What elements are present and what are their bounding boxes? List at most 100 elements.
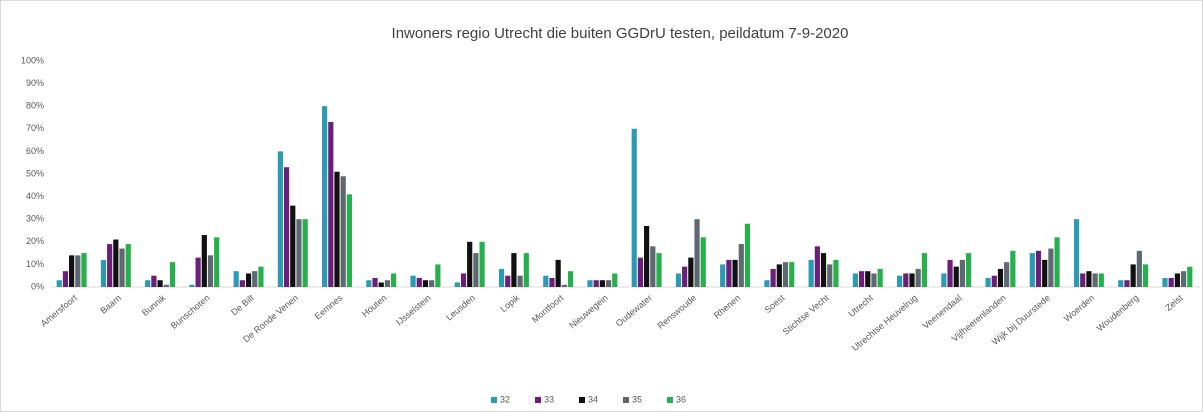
bar bbox=[125, 244, 131, 287]
bar bbox=[959, 259, 966, 287]
legend-swatch bbox=[623, 397, 629, 403]
legend-label: 32 bbox=[500, 394, 510, 404]
legend-swatch bbox=[667, 397, 673, 403]
bar bbox=[947, 259, 953, 287]
bar bbox=[201, 235, 207, 287]
bar bbox=[852, 273, 858, 287]
bar bbox=[169, 262, 176, 287]
bar bbox=[903, 273, 909, 287]
bar bbox=[245, 273, 252, 287]
bar bbox=[290, 205, 296, 287]
bar bbox=[340, 176, 346, 287]
bar bbox=[808, 259, 814, 287]
bar bbox=[252, 271, 258, 287]
bar bbox=[505, 275, 511, 287]
bar bbox=[897, 275, 903, 287]
bar bbox=[189, 284, 195, 287]
bar bbox=[953, 266, 959, 287]
bar bbox=[941, 273, 947, 287]
bar bbox=[454, 282, 460, 287]
bar bbox=[1029, 253, 1035, 287]
bar bbox=[720, 264, 726, 287]
y-tick-label: 60% bbox=[26, 146, 44, 156]
bar bbox=[593, 280, 599, 287]
bar bbox=[69, 255, 75, 287]
bar bbox=[587, 280, 593, 287]
bar bbox=[764, 280, 770, 287]
bar bbox=[1098, 273, 1104, 287]
bar bbox=[511, 253, 517, 287]
legend-swatch bbox=[579, 397, 585, 403]
bar bbox=[543, 275, 549, 287]
bar bbox=[1080, 273, 1086, 287]
legend-swatch bbox=[535, 397, 541, 403]
bar bbox=[656, 253, 662, 287]
bar bbox=[62, 271, 69, 287]
bar bbox=[113, 239, 119, 287]
y-tick-label: 10% bbox=[26, 259, 44, 269]
bar bbox=[776, 264, 782, 287]
bar bbox=[612, 273, 618, 287]
bar bbox=[694, 219, 700, 287]
bar bbox=[100, 259, 107, 287]
bar bbox=[429, 280, 435, 287]
bar bbox=[1142, 264, 1149, 287]
bar bbox=[726, 259, 732, 287]
bar bbox=[366, 280, 372, 287]
bar bbox=[56, 280, 62, 287]
bar bbox=[151, 275, 157, 287]
bar bbox=[1124, 280, 1130, 287]
bar bbox=[322, 106, 328, 287]
bar bbox=[334, 171, 340, 287]
y-tick-label: 40% bbox=[26, 191, 44, 201]
bar bbox=[1004, 262, 1010, 287]
bar bbox=[833, 259, 839, 287]
y-tick-label: 0% bbox=[31, 281, 44, 291]
y-tick-label: 70% bbox=[26, 123, 44, 133]
bar bbox=[467, 241, 473, 287]
bar bbox=[877, 268, 883, 287]
bar bbox=[479, 241, 485, 287]
bar bbox=[700, 237, 706, 287]
bar bbox=[820, 253, 827, 287]
bar bbox=[435, 264, 441, 287]
legend-label: 36 bbox=[676, 394, 686, 404]
bar bbox=[410, 275, 416, 287]
bar bbox=[233, 271, 239, 287]
bar bbox=[296, 219, 302, 287]
bar bbox=[378, 282, 384, 287]
bar bbox=[346, 194, 352, 287]
legend-label: 34 bbox=[588, 394, 598, 404]
bar bbox=[145, 280, 151, 287]
bar bbox=[865, 271, 871, 287]
bar bbox=[81, 253, 87, 287]
bar bbox=[997, 268, 1004, 287]
bar bbox=[214, 237, 220, 287]
bar bbox=[966, 253, 972, 287]
legend-label: 33 bbox=[544, 394, 554, 404]
bar bbox=[555, 259, 561, 287]
bar bbox=[637, 257, 644, 287]
bar bbox=[1168, 277, 1174, 287]
bar bbox=[1073, 219, 1080, 287]
bar bbox=[391, 273, 397, 287]
bar bbox=[1130, 264, 1136, 287]
y-tick-label: 90% bbox=[26, 78, 44, 88]
y-tick-label: 100% bbox=[21, 55, 44, 65]
bar bbox=[991, 275, 997, 287]
bar bbox=[744, 223, 751, 287]
bar bbox=[732, 259, 738, 287]
bar bbox=[1092, 273, 1098, 287]
bar bbox=[549, 277, 555, 287]
bar bbox=[75, 255, 81, 287]
bar bbox=[328, 122, 334, 288]
bar bbox=[858, 271, 865, 287]
bar bbox=[770, 268, 776, 287]
bar bbox=[915, 268, 921, 287]
bar bbox=[195, 257, 201, 287]
bar bbox=[738, 244, 744, 287]
bar bbox=[157, 280, 163, 287]
bar bbox=[1048, 248, 1054, 287]
